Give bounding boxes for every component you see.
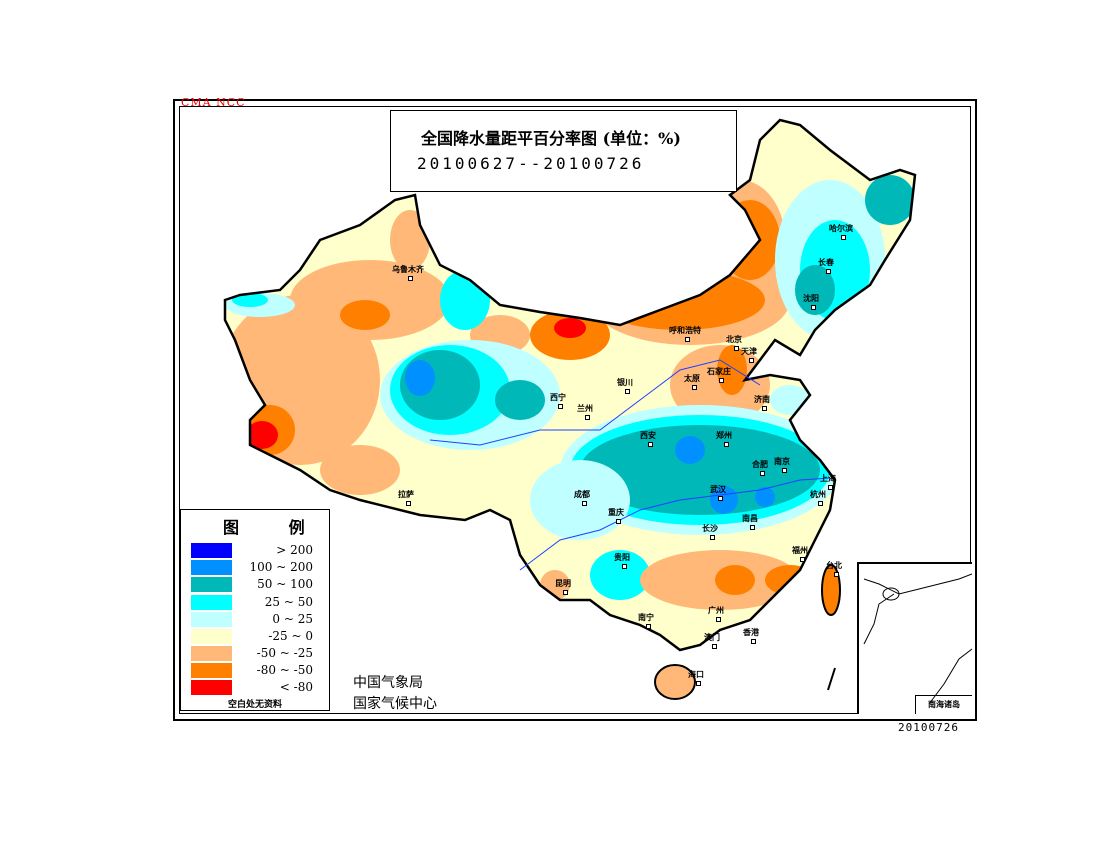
city-label: 北京 [726,335,742,351]
legend-label: -80 ~ -50 [256,663,313,677]
city-label: 广州 [708,606,724,622]
legend-item: 50 ~ 100 [191,577,321,593]
city-label: 天津 [741,347,757,363]
legend-label: 0 ~ 25 [272,612,313,626]
legend-swatch [191,560,232,575]
city-label: 西安 [640,431,656,447]
city-label: 哈尔滨 [829,224,853,240]
legend-note: 空白处无资料 [227,700,282,710]
legend-label: < -80 [279,680,313,694]
legend-swatch [191,663,232,678]
city-label: 郑州 [716,431,732,447]
legend-item: 25 ~ 50 [191,595,321,611]
map-frame-inner [179,106,971,714]
city-label: 澳门 [704,633,720,649]
yangtze-river [519,477,831,571]
map-frame-outer [173,99,977,721]
city-label: 南昌 [742,514,758,530]
city-label: 济南 [754,395,770,411]
title-box: 全国降水量距平百分率图 (单位：%) 20100627--20100726 [390,110,737,192]
legend-swatch [191,577,232,592]
legend-label: -25 ~ 0 [268,629,313,643]
city-label: 台北 [826,561,842,577]
city-label: 昆明 [555,579,571,595]
legend-swatch [191,629,232,644]
city-label: 杭州 [810,490,826,506]
legend-item: -50 ~ -25 [191,646,321,662]
legend-swatch [191,646,232,661]
hainan-island [654,664,696,700]
city-label: 呼和浩特 [669,326,701,342]
yellow-river [429,359,761,446]
south-china-sea-inset: 南海诸岛 [857,562,973,714]
legend-title: 图 例 [223,518,327,537]
city-label: 南京 [774,457,790,473]
city-label: 兰州 [577,404,593,420]
city-label: 福州 [792,546,808,562]
city-label: 石家庄 [707,367,731,383]
inset-coastline [863,573,973,705]
legend-item: > 200 [191,543,321,559]
city-label: 银川 [617,378,633,394]
legend-swatch [191,595,232,610]
legend-label: 50 ~ 100 [257,577,313,591]
map-period: 20100627--20100726 [417,154,645,173]
city-label: 南宁 [638,613,654,629]
taiwan-island [821,564,841,616]
city-label: 重庆 [608,508,624,524]
city-label: 长沙 [702,524,718,540]
city-label: 合肥 [752,460,768,476]
legend-label: 100 ~ 200 [249,560,314,574]
city-label: 武汉 [710,485,726,501]
legend: 图 例 > 200 100 ~ 200 50 ~ 100 25 ~ 50 0 ~… [180,509,330,711]
city-label: 沈阳 [803,294,819,310]
map-title: 全国降水量距平百分率图 (单位：%) [421,129,681,148]
city-label: 太原 [684,374,700,390]
city-label: 拉萨 [398,490,414,506]
city-label: 上海 [820,474,836,490]
agency-cma: 中国气象局 [353,675,423,691]
city-label: 长春 [818,258,834,274]
date-stamp: 20100726 [898,721,959,734]
watermark-label: CMA NCC [181,96,246,109]
city-label: 成都 [574,490,590,506]
legend-label: > 200 [276,543,313,557]
legend-swatch [191,612,232,627]
city-label: 西宁 [550,393,566,409]
legend-item: < -80 [191,680,321,696]
legend-label: -50 ~ -25 [256,646,313,660]
city-label: 海口 [688,670,704,686]
island-mark [827,667,836,691]
city-label: 香港 [743,628,759,644]
legend-swatch [191,680,232,695]
agency-ncc: 国家气候中心 [353,696,437,712]
inset-label: 南海诸岛 [915,695,972,714]
legend-item: -25 ~ 0 [191,629,321,645]
legend-swatch [191,543,232,558]
legend-label: 25 ~ 50 [264,595,313,609]
city-label: 乌鲁木齐 [392,265,424,281]
legend-item: 100 ~ 200 [191,560,321,576]
legend-item: -80 ~ -50 [191,663,321,679]
city-label: 贵阳 [614,553,630,569]
legend-item: 0 ~ 25 [191,612,321,628]
